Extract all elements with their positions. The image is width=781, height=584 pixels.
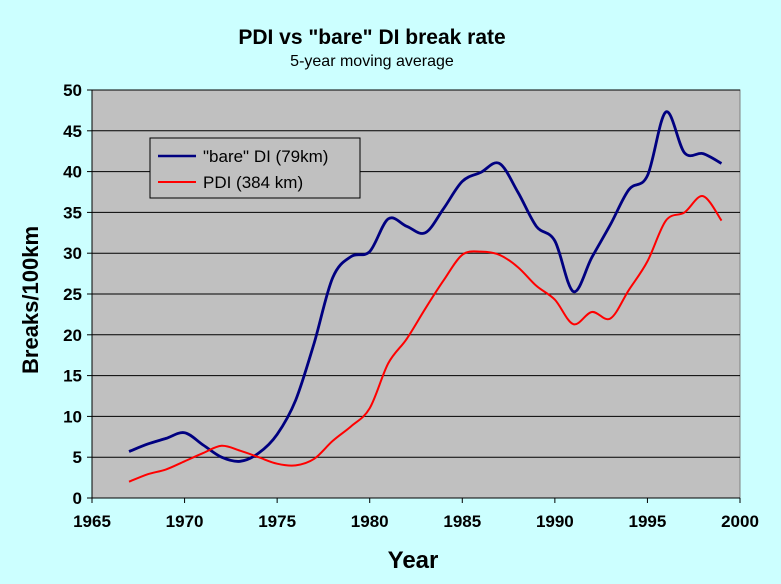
y-tick-label: 30	[63, 244, 82, 263]
x-tick-label: 1980	[351, 512, 389, 531]
y-tick-label: 40	[63, 163, 82, 182]
y-tick-label: 35	[63, 203, 82, 222]
x-tick-label: 1995	[629, 512, 667, 531]
axes	[87, 89, 741, 503]
x-tick-label: 1990	[536, 512, 574, 531]
chart-title: PDI vs "bare" DI break rate	[238, 26, 505, 49]
y-tick-label: 10	[63, 407, 82, 426]
series-lines	[128, 110, 723, 483]
y-axis-label: Breaks/100km	[18, 226, 43, 374]
chart-subtitle: 5-year moving average	[290, 53, 454, 70]
y-tick-label: 15	[63, 367, 82, 386]
x-axis-label: Year	[388, 547, 439, 574]
legend: "bare" DI (79km) PDI (384 km)	[149, 137, 361, 199]
y-tick-label: 25	[63, 285, 82, 304]
legend-label-bare-di: "bare" DI (79km)	[203, 147, 328, 166]
series-line-pdi	[128, 195, 723, 483]
y-tick-label: 5	[73, 448, 82, 467]
x-tick-label: 1985	[443, 512, 481, 531]
gridlines	[92, 89, 740, 458]
x-tick-label: 1965	[73, 512, 111, 531]
legend-label-pdi: PDI (384 km)	[203, 173, 303, 192]
tick-labels: 0 5 10 15 20 25 30 35 40 45 50 1965 1970 1975 1980 1985…	[63, 81, 759, 531]
x-tick-label: 1970	[166, 512, 204, 531]
series-line-bare-di	[128, 110, 723, 463]
x-tick-label: 1975	[258, 512, 296, 531]
y-tick-label: 45	[63, 122, 82, 141]
y-tick-label: 20	[63, 326, 82, 345]
x-tick-label: 2000	[721, 512, 759, 531]
y-tick-label: 50	[63, 81, 82, 100]
y-tick-label: 0	[73, 489, 82, 508]
legend-box	[149, 137, 361, 199]
